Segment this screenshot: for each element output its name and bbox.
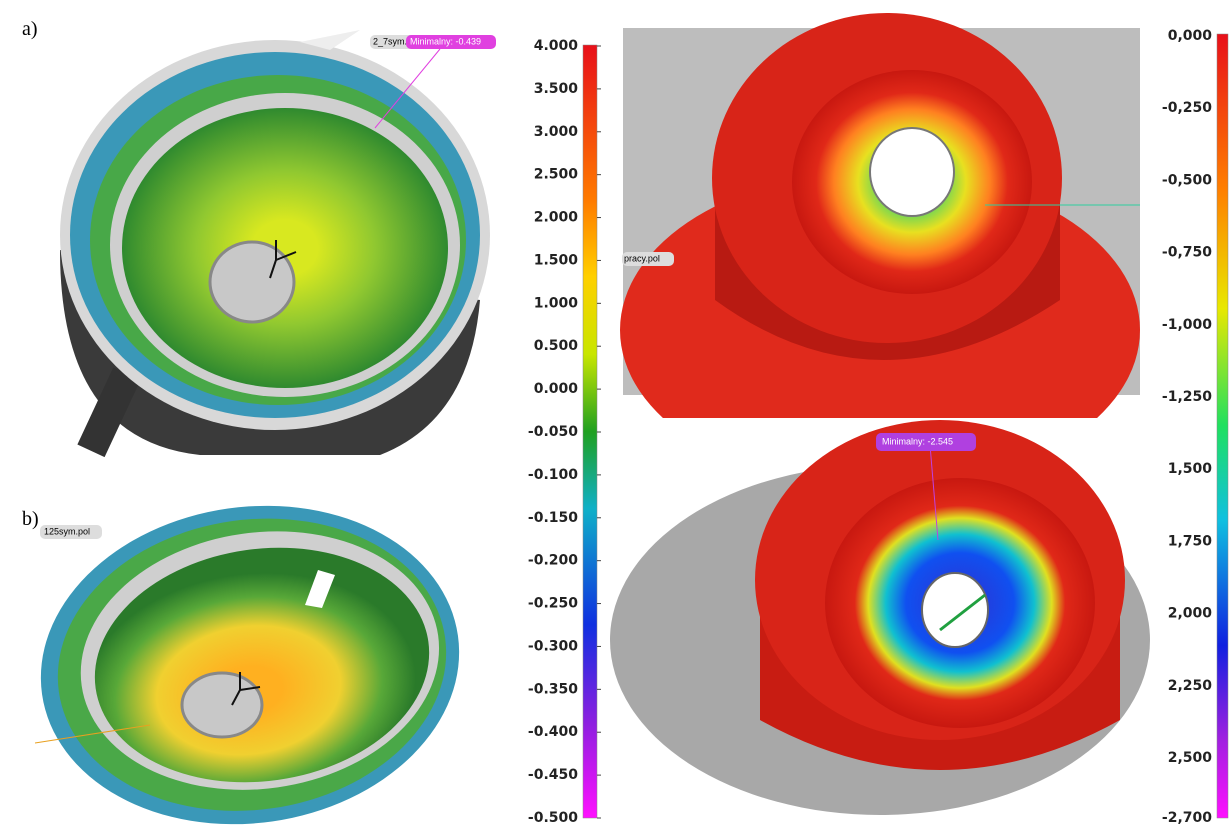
scale-label: -0.300 — [528, 638, 578, 654]
scale-label: 2,000 — [1168, 606, 1213, 622]
scale-label: -1,250 — [1162, 389, 1212, 405]
scan-d — [610, 418, 1150, 815]
tag-text: Minimalny: -0.439 — [410, 36, 481, 46]
scan-a — [60, 30, 490, 457]
scale-label: -0.250 — [528, 596, 578, 612]
scale-label: -0.050 — [528, 424, 578, 440]
tag-text: Minimalny: -2.545 — [882, 436, 953, 446]
scale-label: 3.500 — [534, 81, 579, 97]
scale-label: -0.450 — [528, 767, 578, 783]
scale-label: -0,250 — [1162, 100, 1212, 116]
scale-label: 2.000 — [534, 210, 579, 226]
scale-label: 2,500 — [1168, 750, 1213, 766]
scale-label: 2.500 — [534, 167, 579, 183]
scale-label: -0,750 — [1162, 245, 1212, 261]
scale-label: -0.400 — [528, 724, 578, 740]
scale-label: -0.350 — [528, 681, 578, 697]
scale-label: 0,000 — [1168, 28, 1213, 44]
scale-label: 2,250 — [1168, 678, 1213, 694]
scale-label: 3.000 — [534, 124, 579, 140]
scale-label: 1,750 — [1168, 533, 1213, 549]
scale-label: 0.500 — [534, 338, 579, 354]
scale-label: -1,000 — [1162, 317, 1212, 333]
tag-text: pracy.pol — [624, 253, 660, 263]
scale-label: -0.500 — [528, 810, 578, 826]
scale-label: -0.200 — [528, 553, 578, 569]
panel-label: a) — [22, 18, 38, 40]
color-scale — [583, 45, 597, 818]
scale-label: 0.000 — [534, 381, 579, 397]
scale-label: -0.100 — [528, 467, 578, 483]
scale-label: -2,700 — [1162, 810, 1212, 826]
figure: a) b) 2_7sym.pol Minimalny: -0.439 125sy… — [0, 0, 1230, 830]
panel-label: b) — [22, 508, 39, 530]
color-scale — [1217, 34, 1228, 818]
tag-text: 125sym.pol — [44, 526, 90, 536]
scale-label: 1,500 — [1168, 461, 1213, 477]
scale-label: 1.500 — [534, 252, 579, 268]
scale-label: 1.000 — [534, 295, 579, 311]
scale-label: -0,500 — [1162, 172, 1212, 188]
scale-label: 4.000 — [534, 38, 579, 54]
scale-label: -0.150 — [528, 510, 578, 526]
